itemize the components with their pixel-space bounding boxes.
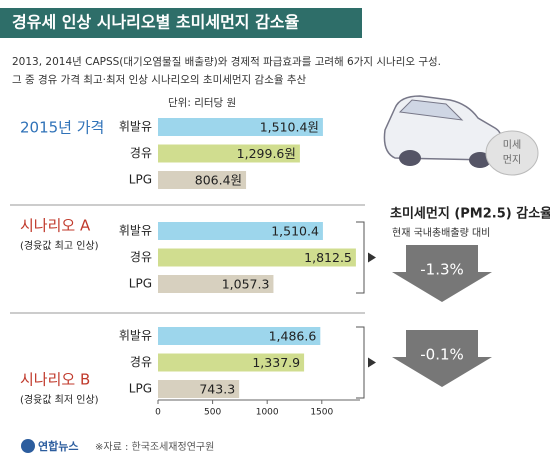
subtitle: 그 중 경유 가격 최고·최저 인상 시나리오의 초미세먼지 감소율 추산 xyxy=(12,73,307,86)
value-label: 1,486.6 xyxy=(269,329,317,344)
unit-label: 단위: 리터당 원 xyxy=(168,96,236,109)
logo: 연합뉴스 xyxy=(38,439,78,453)
source: ※자료 : 한국조세재정연구원 xyxy=(95,441,214,453)
smog-label: 미세 xyxy=(503,139,521,151)
x-tick-label: 1500 xyxy=(310,408,333,418)
x-tick-label: 1000 xyxy=(256,408,279,418)
reduction-label: -1.3% xyxy=(420,261,464,279)
bracket xyxy=(356,326,365,399)
category-label: LPG xyxy=(129,277,152,291)
category-label: LPG xyxy=(129,173,152,187)
value-label: 743.3 xyxy=(199,382,235,397)
bracket-arrow xyxy=(368,252,376,263)
category-label: 휘발유 xyxy=(119,120,152,134)
category-label: 휘발유 xyxy=(119,224,152,238)
reduction-note: 현재 국내총배출량 대비 xyxy=(392,227,490,239)
reduction-label: -0.1% xyxy=(420,346,464,364)
category-label: 경유 xyxy=(130,250,152,264)
value-label: 806.4원 xyxy=(195,173,242,188)
bar xyxy=(158,275,274,293)
reduction-arrow xyxy=(392,330,492,387)
chart-title: 경유세 인상 시나리오별 초미세먼지 감소율 xyxy=(12,13,300,32)
category-label: 경유 xyxy=(130,355,152,369)
bracket xyxy=(356,221,365,294)
bar xyxy=(158,222,323,240)
value-label: 1,299.6원 xyxy=(237,146,296,161)
bar xyxy=(158,327,321,345)
group-label: 2015년 가격 xyxy=(20,119,104,137)
category-label: 휘발유 xyxy=(119,329,152,343)
value-label: 1,337.9 xyxy=(252,355,300,370)
bar xyxy=(158,248,356,267)
reduction-arrow xyxy=(392,245,492,302)
value-label: 1,812.5 xyxy=(304,250,352,265)
subtitle: 2013, 2014년 CAPSS(대기오염물질 배출량)와 경제적 파급효과를… xyxy=(12,55,441,68)
group-note: (경윳값 최저 인상) xyxy=(20,393,99,406)
bar xyxy=(158,353,305,372)
smog-label: 먼지 xyxy=(503,154,521,166)
category-label: LPG xyxy=(129,382,152,396)
bar xyxy=(158,171,247,189)
bar xyxy=(158,144,300,163)
bar xyxy=(158,380,240,398)
value-label: 1,057.3 xyxy=(222,277,270,292)
group-note: (경윳값 최고 인상) xyxy=(20,239,99,252)
bar xyxy=(158,118,323,136)
x-tick-label: 0 xyxy=(155,408,161,418)
group-label: 시나리오 A xyxy=(20,217,91,235)
logo-icon xyxy=(21,439,35,453)
value-label: 1,510.4원 xyxy=(260,120,319,135)
reduction-title: 초미세먼지 (PM2.5) 감소율 xyxy=(390,206,550,222)
value-label: 1,510.4 xyxy=(271,224,319,239)
title-bar xyxy=(0,8,362,38)
group-label: 시나리오 B xyxy=(20,371,90,389)
category-label: 경유 xyxy=(130,146,152,160)
x-tick-label: 500 xyxy=(204,408,221,418)
bracket-arrow xyxy=(368,357,376,368)
car-illustration xyxy=(383,95,539,176)
